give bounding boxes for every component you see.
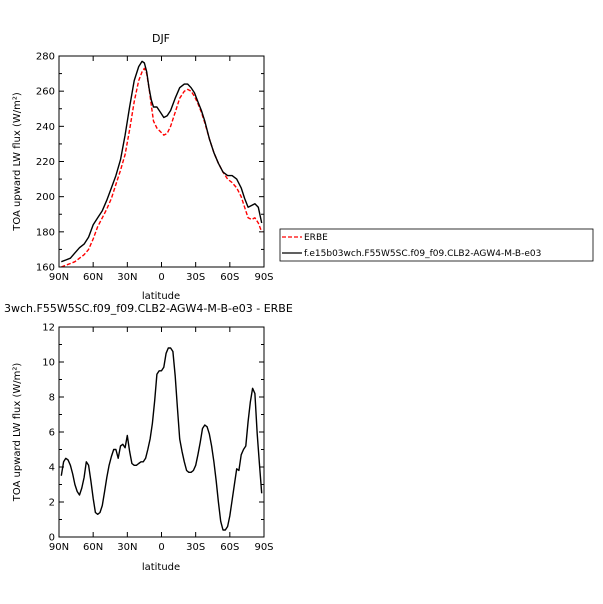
top-chart-plot-frame [58,55,265,268]
top-chart-x-tick-label: 90N [49,272,69,283]
bottom-chart-x-tick-label: 30N [117,542,137,553]
top-chart-x-tick-label: 90S [254,272,273,283]
bottom-chart-y-tick-label: 10 [42,358,55,369]
bottom-chart: 3wch.F55W5SC.f09_f09.CLB2-AGW4-M-B-e03 -… [4,302,293,573]
top-chart-y-tick-label: 160 [36,263,55,274]
bottom-chart-x-tick-label: 0 [158,542,164,553]
top-chart-y-axis-label: TOA upward LW flux (W/m²) [12,92,23,232]
top-chart-series-line-0 [61,67,263,268]
bottom-chart-plot-frame [58,326,265,538]
top-chart-x-tick-label: 60N [83,272,103,283]
top-chart-y-tick-label: 260 [36,87,55,98]
bottom-chart-y-tick-label: 6 [49,428,55,439]
bottom-chart-x-tick-label: 60S [220,542,239,553]
bottom-chart-y-axis-label: TOA upward LW flux (W/m²) [12,363,23,503]
bottom-chart-x-tick-label: 60N [83,542,103,553]
legend-label-model: f.e15b03wch.F55W5SC.f09_f09.CLB2-AGW4-M-… [304,249,541,259]
bottom-chart-y-tick-label: 2 [49,498,55,509]
top-chart-x-axis-label: latitude [142,291,180,302]
top-chart-series-line-1 [61,60,263,263]
legend: ERBE f.e15b03wch.F55W5SC.f09_f09.CLB2-AG… [279,228,594,262]
bottom-chart-y-tick-label: 4 [49,463,55,474]
bottom-chart-x-tick-label: 90N [49,542,69,553]
top-chart-y-tick-label: 240 [36,122,55,133]
bottom-chart-x-tick-label: 30S [186,542,205,553]
bottom-chart-x-axis-label: latitude [142,562,180,573]
bottom-chart-title: 3wch.F55W5SC.f09_f09.CLB2-AGW4-M-B-e03 -… [4,302,293,315]
top-chart-x-tick-label: 30N [117,272,137,283]
top-chart-y-tick-label: 280 [36,52,55,63]
top-chart-y-tick-label: 180 [36,227,55,238]
top-chart-x-tick-label: 60S [220,272,239,283]
bottom-chart-y-tick-label: 0 [49,533,55,544]
bottom-chart-y-tick-label: 12 [42,323,55,334]
legend-label-erbe: ERBE [304,233,328,243]
bottom-chart-series-line-0 [60,347,263,531]
bottom-chart-x-tick-label: 90S [254,542,273,553]
legend-box [279,228,594,262]
top-chart: DJF 90N 60N 30N 0 30S 60S 90S 160 180 200 220 240 26… [12,32,274,302]
top-chart-x-tick-label: 30S [186,272,205,283]
top-chart-title: DJF [152,32,170,45]
bottom-chart-y-tick-label: 8 [49,393,55,404]
top-chart-y-tick-label: 200 [36,192,55,203]
top-chart-x-tick-label: 0 [158,272,164,283]
top-chart-y-tick-label: 220 [36,157,55,168]
